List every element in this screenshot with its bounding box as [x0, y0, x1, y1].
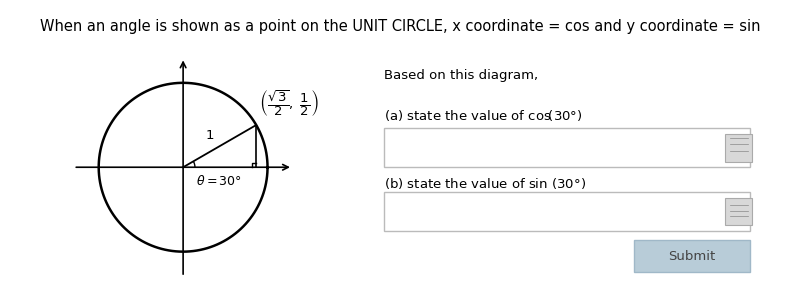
Text: (b) state the value of $\mathrm{sin}\ (30°)$: (b) state the value of $\mathrm{sin}\ (3…	[384, 176, 586, 191]
Text: When an angle is shown as a point on the UNIT CIRCLE, x coordinate = cos and y c: When an angle is shown as a point on the…	[40, 19, 760, 34]
Bar	[726, 198, 753, 225]
Text: $\theta = 30°$: $\theta = 30°$	[196, 174, 242, 188]
Bar	[634, 240, 750, 272]
Text: Submit: Submit	[669, 250, 716, 263]
Bar	[384, 192, 750, 231]
Text: Based on this diagram,: Based on this diagram,	[384, 69, 538, 82]
Text: (a) state the value of $\mathrm{cos}\!\left(30°\right)$: (a) state the value of $\mathrm{cos}\!\l…	[384, 108, 583, 123]
Bar	[384, 128, 750, 167]
Text: $\left(\dfrac{\sqrt{3}}{2},\ \dfrac{1}{2}\right)$: $\left(\dfrac{\sqrt{3}}{2},\ \dfrac{1}{2…	[258, 88, 318, 118]
Text: 1: 1	[206, 129, 214, 142]
Bar	[726, 134, 753, 162]
